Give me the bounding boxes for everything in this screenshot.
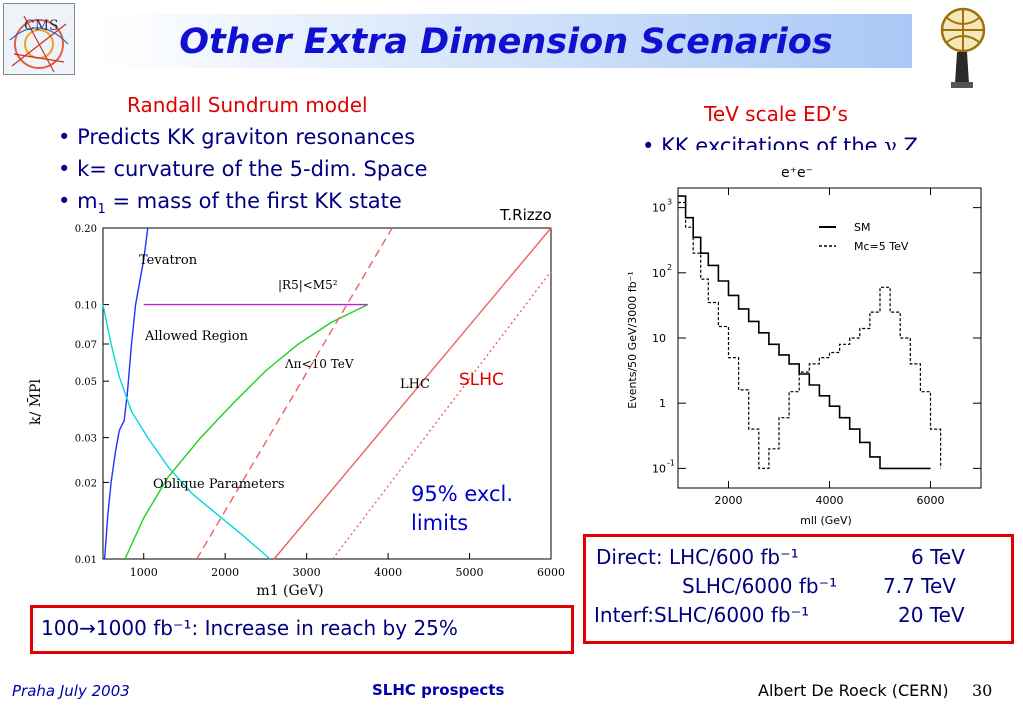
chart1-ytick-label: 0.20 [75, 224, 97, 235]
bullet-dot: • [58, 157, 78, 181]
chart2-ylabel: Events/50 GeV/3000 fb⁻¹ [626, 271, 639, 409]
chart1-ytick-label: 0.07 [75, 340, 97, 351]
credit: T.Rizzo [500, 206, 552, 224]
label-lambda: Λπ<10 TeV [284, 357, 354, 371]
results-row-2-label: SLHC/6000 fb⁻¹ [682, 574, 838, 598]
chart1-xlabel: m1 (GeV) [256, 583, 323, 599]
chart2-ytick-label: 10 [652, 462, 666, 475]
chart2-ytick-label: 10 [652, 332, 666, 345]
chart2-background [614, 150, 990, 536]
page-title: Other Extra Dimension Scenarios [179, 22, 833, 62]
results-row-1-label: Direct: LHC/600 fb⁻¹ [596, 545, 799, 569]
curve-lhc [273, 227, 552, 560]
footer-right: Albert De Roeck (CERN) [758, 681, 949, 700]
excl-limits-line1: 95% excl. [411, 482, 514, 506]
rs-bullet-1-text: Predicts KK graviton resonances [77, 125, 416, 149]
cms-logo: CMS [3, 3, 75, 75]
footer-left: Praha July 2003 [12, 682, 130, 700]
chart1-ytick-label: 0.01 [75, 555, 97, 566]
chart2-ytick-exponent: 2 [667, 263, 672, 272]
chart1-frame [102, 227, 552, 560]
chart2-xtick-label: 4000 [816, 494, 844, 507]
rs-bullet-3-prefix: m [77, 189, 98, 213]
ted-heading: TeV scale ED’s [704, 102, 848, 126]
chart1-xtick-label: 6000 [537, 566, 565, 579]
chart2-ytick-exponent: 3 [667, 198, 672, 207]
spectrum-mc5tev [678, 201, 942, 469]
rs-bullet-3-sub: 1 [97, 202, 106, 218]
chart1-xtick-label: 5000 [456, 566, 484, 579]
label-tevatron: Tevatron [139, 253, 198, 268]
reach-box: 100→1000 fb⁻¹: Increase in reach by 25% [30, 605, 574, 654]
footer-page-number: 30 [972, 681, 993, 700]
chart1-xtick-label: 2000 [211, 566, 239, 579]
chart1-ytick-label: 0.05 [75, 377, 97, 388]
chart2-ytick-label: 10 [652, 267, 666, 280]
curve-slhc [332, 270, 552, 560]
atlas-figure-icon [940, 7, 986, 88]
chart1-background [0, 222, 612, 610]
chart1-ytick-label: 0.03 [75, 434, 97, 445]
chart2-ytick-label: 10 [652, 202, 666, 215]
cms-logo-icon [9, 15, 69, 73]
bullet-dot: • [58, 189, 78, 213]
excl-limits-line2: limits [411, 511, 469, 535]
chart1-xtick-label: 1000 [130, 566, 158, 579]
footer-center: SLHC prospects [372, 681, 505, 699]
curve-tevatron [103, 227, 149, 560]
title-bar: Other Extra Dimension Scenarios [100, 14, 912, 68]
rs-bullet-3-suffix: = mass of the first KK state [105, 189, 402, 213]
legend-sm-label: SM [854, 221, 870, 234]
slhc-label: SLHC [459, 370, 504, 390]
label-allowed-region: Allowed Region [144, 329, 249, 344]
chart2-xtick-label: 2000 [715, 494, 743, 507]
results-row-3-value: 20 TeV [898, 603, 965, 627]
rs-bullet-2: • k= curvature of the 5-dim. Space [58, 157, 428, 181]
chart2-ytick-exponent: -1 [667, 458, 675, 467]
results-box: Direct: LHC/600 fb⁻¹ 6 TeV SLHC/6000 fb⁻… [583, 534, 1014, 644]
bullet-dot: • [58, 125, 78, 149]
results-row-3-label: Interf:SLHC/6000 fb⁻¹ [594, 603, 810, 627]
label-oblique: Oblique Parameters [153, 477, 285, 492]
results-row-1-value: 6 TeV [911, 545, 965, 569]
rs-bullet-2-text: k= curvature of the 5-dim. Space [77, 157, 428, 181]
results-row-2-value: 7.7 TeV [883, 574, 956, 598]
chart1-ylabel: k/ M̄Pl [26, 379, 44, 425]
chart2-title: e⁺e⁻ [781, 165, 813, 181]
chart2-xtick-label: 6000 [917, 494, 945, 507]
rs-bullet-1: • Predicts KK graviton resonances [58, 125, 415, 149]
rs-heading: Randall Sundrum model [127, 93, 368, 117]
rs-exclusion-chart: 1000 2000 3000 4000 5000 6000 0.20 0.10 0.07 0.05… [0, 222, 612, 610]
cms-logo-text: CMS [24, 18, 59, 34]
legend-mc-label: Mc=5 TeV [854, 240, 909, 253]
curve-lambda [124, 303, 369, 560]
spectrum-sm [678, 195, 931, 470]
label-lhc: LHC [400, 377, 430, 392]
rs-bullet-3: • m1 = mass of the first KK state [58, 189, 402, 217]
chart1-xtick-label: 3000 [293, 566, 321, 579]
chart2-ytick-label: 1 [659, 397, 666, 410]
reach-text: 100→1000 fb⁻¹: Increase in reach by 25% [41, 616, 458, 640]
chart1-ytick-label: 0.10 [75, 301, 97, 312]
chart1-xtick-label: 4000 [374, 566, 402, 579]
chart1-ytick-label: 0.02 [75, 478, 97, 489]
curve-oblique [102, 304, 271, 560]
label-rs-condition: |R5|<M5² [278, 278, 338, 292]
chart2-xlabel: mll (GeV) [800, 514, 852, 527]
